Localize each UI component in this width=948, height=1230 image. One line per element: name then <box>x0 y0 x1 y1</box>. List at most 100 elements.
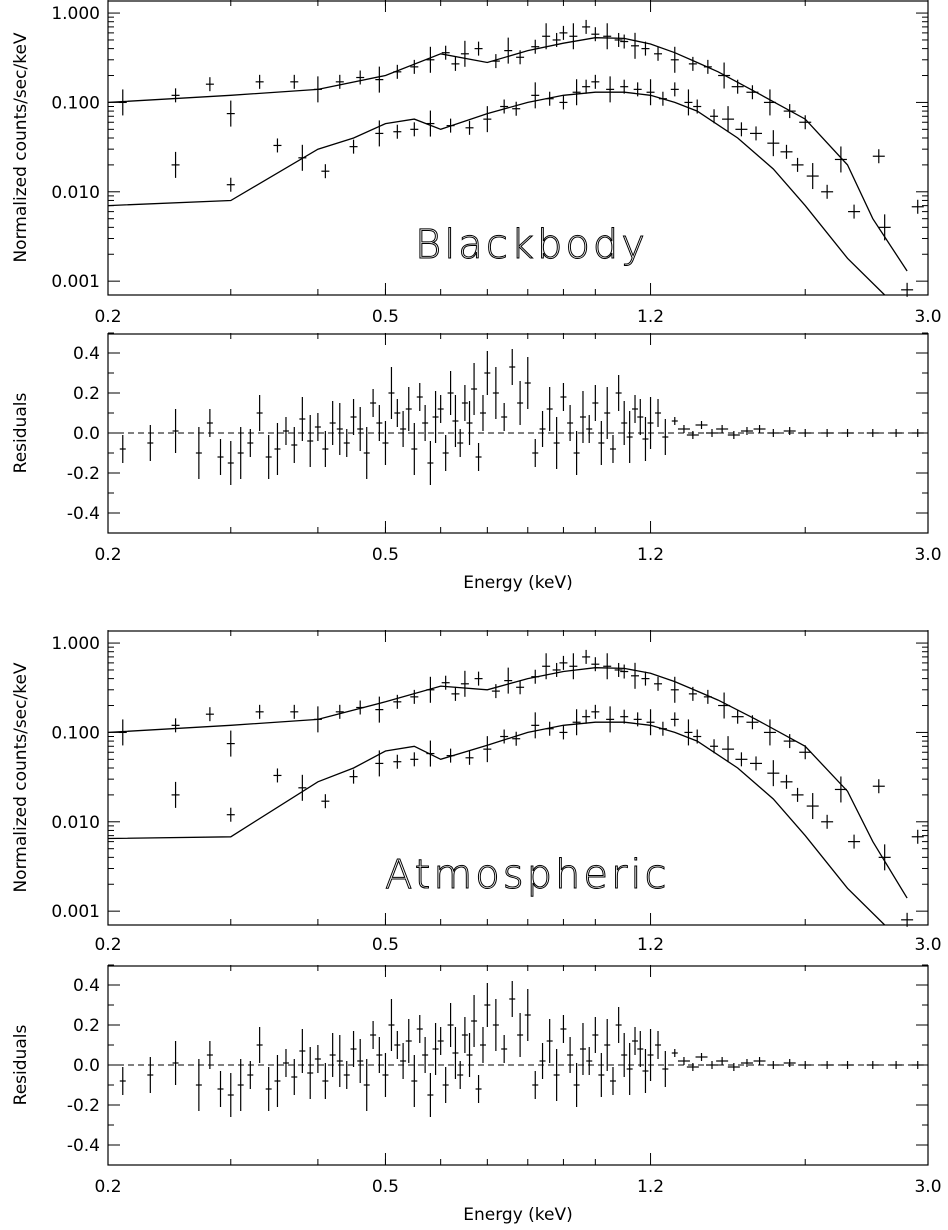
residual-point <box>329 401 336 445</box>
data-point <box>767 760 780 787</box>
residual-point <box>767 1061 780 1069</box>
data-point <box>750 126 763 141</box>
data-point <box>641 41 650 56</box>
data-point <box>542 23 551 50</box>
residual-point <box>647 1029 654 1081</box>
model-line-2 <box>107 721 886 926</box>
residual-point <box>637 1031 644 1067</box>
residual-point <box>841 1061 854 1069</box>
x-tick-label: 3.0 <box>914 307 941 327</box>
data-point <box>806 793 819 820</box>
data-point <box>693 729 702 744</box>
data-point <box>451 686 460 701</box>
y-tick-label: 0.010 <box>51 813 100 833</box>
residual-point <box>274 423 281 475</box>
residual-point <box>405 387 412 431</box>
data-point <box>572 79 581 106</box>
residual-point <box>821 429 834 437</box>
data-point <box>731 79 744 94</box>
data-point <box>620 664 629 679</box>
residual-point <box>172 409 179 453</box>
residual-point <box>457 1061 464 1089</box>
data-point <box>226 730 235 757</box>
residual-point <box>727 431 740 439</box>
data-point <box>693 99 702 114</box>
residual-point <box>442 435 449 471</box>
data-point <box>603 653 612 680</box>
data-point <box>335 74 344 89</box>
x-tick-label: 1.2 <box>637 545 664 565</box>
residual-point <box>716 425 729 433</box>
y-axis-label: Normalized counts/sec/keV <box>11 32 31 262</box>
data-point <box>603 23 612 50</box>
residual-point <box>427 1073 434 1117</box>
data-point <box>614 32 623 47</box>
residual-point <box>119 1067 126 1095</box>
data-point <box>654 676 663 691</box>
residual-point <box>237 427 244 479</box>
data-point <box>255 704 264 719</box>
residual-point <box>357 1039 364 1083</box>
residual-point <box>447 371 454 415</box>
x-axis-label: Energy (keV) <box>463 573 573 593</box>
residual-point <box>662 419 669 455</box>
x-tick-label: 0.5 <box>372 935 399 955</box>
residual-point <box>247 429 254 457</box>
data-point <box>298 144 307 171</box>
x-tick-label: 3.0 <box>914 1177 941 1197</box>
data-point <box>780 144 793 159</box>
data-point <box>393 124 402 139</box>
data-point <box>872 779 885 794</box>
data-point <box>205 77 214 92</box>
residual-point <box>336 403 343 455</box>
residual-point <box>336 1035 343 1087</box>
residual-point <box>592 385 599 421</box>
data-point <box>335 704 344 719</box>
x-tick-label: 3.0 <box>914 545 941 565</box>
residual-point <box>579 1023 586 1075</box>
residual-point <box>452 1027 459 1079</box>
data-point <box>465 750 474 765</box>
data-point <box>542 653 551 680</box>
data-point <box>356 700 365 715</box>
residual-point <box>539 1043 546 1079</box>
residual-point <box>524 357 531 409</box>
data-point <box>582 19 591 34</box>
residual-point <box>256 1027 263 1063</box>
residual-point <box>598 421 605 465</box>
residual-point <box>642 1049 649 1093</box>
residual-point <box>265 1067 272 1111</box>
data-point <box>633 712 642 727</box>
data-point <box>500 729 509 744</box>
data-point <box>684 89 693 116</box>
data-point <box>791 157 804 172</box>
data-point <box>620 709 629 724</box>
residual-point <box>227 441 234 485</box>
data-point <box>226 177 235 192</box>
residual-point <box>524 989 531 1041</box>
residual-point <box>437 395 444 423</box>
data-point <box>799 115 812 130</box>
residual-point <box>357 407 364 451</box>
model-annotation: Blackbody <box>415 222 648 268</box>
data-point <box>531 712 540 739</box>
residual-point <box>461 385 468 421</box>
data-point <box>349 139 358 154</box>
y-tick-label: 0.0 <box>73 1056 100 1076</box>
y-tick-label: 0.100 <box>51 93 100 113</box>
residual-point <box>422 405 429 441</box>
data-point <box>474 41 483 56</box>
residual-point <box>307 1047 314 1099</box>
data-point <box>474 671 483 686</box>
data-point <box>791 787 804 802</box>
residual-point <box>677 1057 690 1065</box>
data-point <box>722 106 735 133</box>
data-point <box>641 671 650 686</box>
data-point <box>718 62 731 89</box>
residual-point <box>911 1061 924 1069</box>
data-point <box>646 79 655 106</box>
residual-point <box>821 1061 834 1069</box>
y-tick-label: -0.2 <box>67 464 100 484</box>
residual-point <box>642 417 649 461</box>
